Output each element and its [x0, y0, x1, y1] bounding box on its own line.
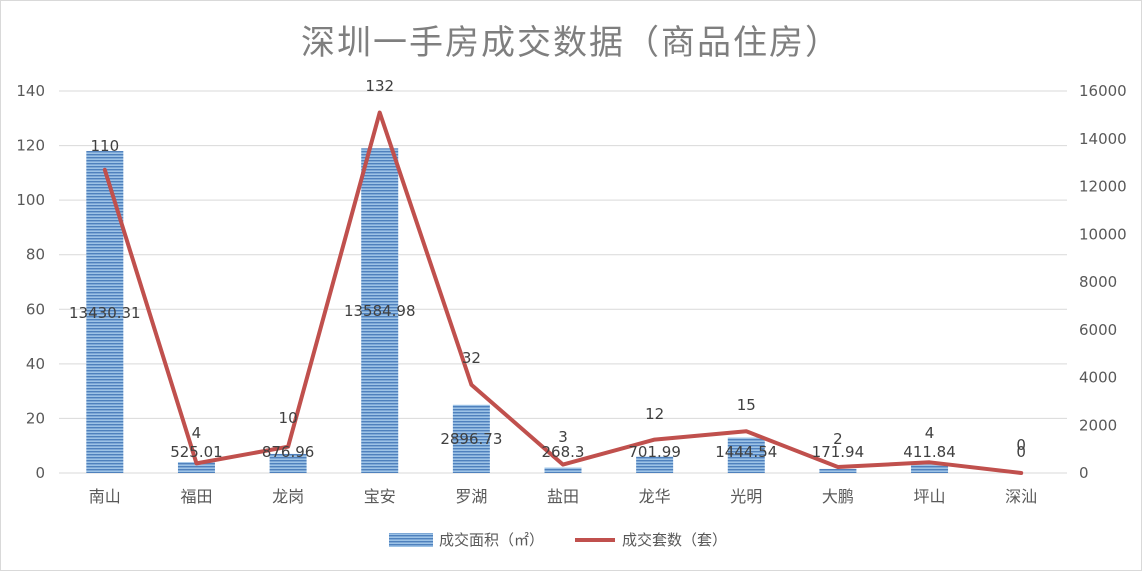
y-left-tick-label: 0 — [35, 464, 45, 482]
line-data-label: 876.96 — [262, 443, 315, 461]
x-category-label: 坪山 — [914, 487, 946, 506]
y-left-tick-label: 40 — [26, 355, 45, 373]
axes: 0204060801001201400200040006000800010000… — [16, 82, 1126, 506]
gridlines — [59, 90, 1067, 474]
line-data-label: 411.84 — [903, 443, 956, 461]
y-right-tick-label: 8000 — [1079, 273, 1117, 291]
line-data-label: 2896.73 — [440, 430, 502, 448]
x-category-label: 南山 — [89, 487, 121, 506]
y-left-tick-label: 20 — [26, 409, 45, 427]
x-category-label: 光明 — [730, 487, 762, 506]
y-right-tick-label: 10000 — [1079, 225, 1127, 243]
y-right-tick-label: 16000 — [1079, 82, 1127, 100]
x-category-label: 龙华 — [639, 487, 671, 506]
bar — [636, 456, 674, 473]
y-right-tick-label: 14000 — [1079, 130, 1127, 148]
y-right-tick-label: 6000 — [1079, 321, 1117, 339]
bar — [727, 437, 765, 473]
bar-data-label: 110 — [90, 137, 119, 155]
bar-data-label: 2 — [833, 430, 843, 448]
bar — [177, 462, 215, 473]
bar-data-label: 0 — [1016, 436, 1026, 454]
line-data-label: 268.3 — [542, 443, 585, 461]
data-label: 12 — [645, 405, 664, 423]
data-label: 15 — [737, 396, 756, 414]
y-right-tick-label: 0 — [1079, 464, 1089, 482]
line-series — [102, 110, 1024, 475]
bar-data-label: 3 — [558, 428, 568, 446]
line-data-label: 701.99 — [628, 443, 681, 461]
bar — [544, 467, 582, 473]
bar — [361, 148, 399, 474]
x-category-label: 盐田 — [547, 487, 579, 506]
legend-line-label: 成交套数（套） — [622, 531, 727, 549]
y-right-tick-label: 12000 — [1079, 178, 1127, 196]
data-label: 32 — [462, 349, 481, 367]
legend-bar-swatch — [389, 533, 433, 547]
y-right-tick-label: 4000 — [1079, 369, 1117, 387]
bar-data-label: 4 — [192, 424, 202, 442]
y-left-tick-label: 140 — [16, 82, 45, 100]
y-right-tick-label: 2000 — [1079, 416, 1117, 434]
chart-title: 深圳一手房成交数据（商品住房） — [301, 23, 841, 63]
legend: 成交面积（㎡） 成交套数（套） — [389, 531, 727, 549]
x-category-label: 宝安 — [364, 487, 396, 506]
bar-data-label: 10 — [279, 409, 298, 427]
line-data-label: 0 — [1016, 443, 1026, 461]
bar — [452, 404, 490, 473]
line-data-label: 13430.31 — [69, 304, 141, 322]
bar — [819, 468, 857, 473]
bar — [269, 453, 307, 473]
x-category-label: 福田 — [180, 487, 212, 506]
x-category-label: 罗湖 — [455, 487, 487, 506]
y-left-tick-label: 60 — [26, 300, 45, 318]
bar — [911, 463, 949, 473]
line-data-label: 1444.54 — [715, 443, 777, 461]
y-left-tick-label: 80 — [26, 246, 45, 264]
x-category-label: 深汕 — [1005, 487, 1037, 506]
x-category-label: 龙岗 — [272, 487, 304, 506]
line-data-label: 13584.98 — [344, 302, 416, 320]
data-label: 132 — [365, 77, 394, 95]
line-data-label: 171.94 — [812, 443, 865, 461]
y-left-tick-label: 100 — [16, 191, 45, 209]
line-data-label: 525.01 — [170, 443, 223, 461]
y-left-tick-label: 120 — [16, 137, 45, 155]
bar-series — [86, 148, 949, 474]
x-category-label: 大鹏 — [822, 487, 854, 506]
bar-data-label: 4 — [925, 424, 935, 442]
legend-bar-label: 成交面积（㎡） — [439, 531, 544, 549]
line-series-path — [102, 110, 1024, 475]
